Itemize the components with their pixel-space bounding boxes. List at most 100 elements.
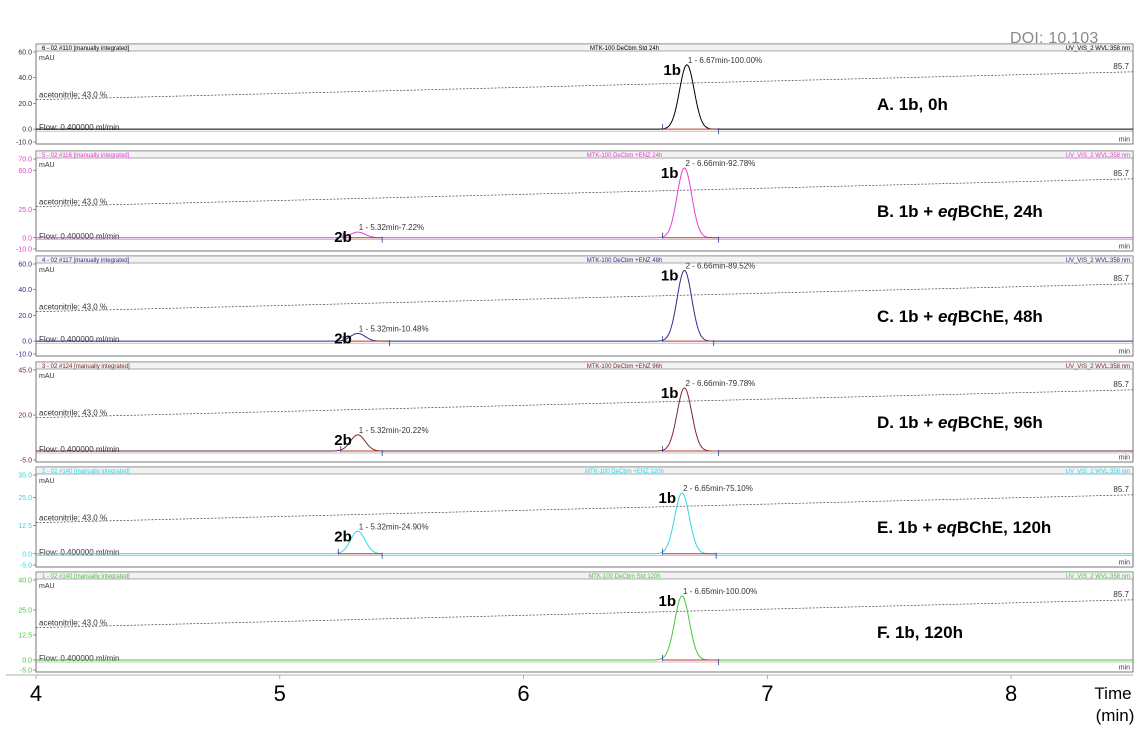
panel-a-header-left: 6 - 02 #110 [manually integrated] (42, 46, 130, 52)
panel-f-gradient-end: 85.7 (1113, 590, 1129, 599)
panel-f-header-center: MTK-100 DeCbm Std 120h (588, 574, 660, 580)
panel-a-ytick-label: 20.0 (18, 101, 32, 108)
panel-b-compound-label: 2b (334, 229, 352, 246)
panel-c-condition-label: C. 1b + eqBChE, 48h (877, 307, 1043, 326)
panel-e-compound-label: 1b (658, 490, 676, 507)
panel-b-condition-enzyme-prefix: eq (938, 202, 958, 221)
panel-b-ytick-label: 25.0 (18, 207, 32, 214)
panel-f-ytick-label: -5.0 (20, 668, 32, 675)
panel-d-gradient-end: 85.7 (1113, 380, 1129, 389)
panel-f-gradient-label: acetonitrile: 43.0 % (39, 619, 107, 628)
x-tick-label: 5 (274, 681, 286, 706)
panel-b-gradient-label: acetonitrile: 43.0 % (39, 198, 107, 207)
panel-e-peak-label: 2 - 6.65min-75.10% (683, 484, 753, 493)
panel-b-unit-label: mAU (39, 162, 55, 169)
panel-e-compound-label: 2b (334, 528, 352, 545)
doi-label: DOI: 10.103 (1010, 30, 1099, 47)
panel-d-gradient-label: acetonitrile: 43.0 % (39, 409, 107, 418)
panel-d-header-center: MTK-100 DeCbm +ENZ 96h (587, 364, 663, 370)
panel-f-compound-label: 1b (658, 593, 676, 610)
panel-b-trace (36, 167, 1133, 239)
panel-e-header-left: 2 - 02 #140 [manually integrated] (42, 469, 130, 475)
panel-f-ytick-label: 0.0 (22, 658, 32, 665)
panel-e-ytick-label: 0.0 (22, 551, 32, 558)
panel-f-ytick-label: 25.0 (18, 608, 32, 615)
panel-a-frame (35, 43, 1134, 145)
panel-c-ytick-label: -10.0 (16, 352, 32, 359)
panel-d-condition-label: D. 1b + eqBChE, 96h (877, 413, 1043, 432)
panel-d-peak-label: 1 - 5.32min-20.22% (359, 426, 429, 435)
panel-a-gradient-label: acetonitrile: 43.0 % (39, 91, 107, 100)
panel-c-condition-enzyme-prefix: eq (938, 307, 958, 326)
x-axis-label-line1: Time (1094, 684, 1131, 703)
panel-c-trace (36, 269, 1133, 342)
panel-e-ytick-label: 12.5 (18, 523, 32, 530)
panel-e-gradient-line (35, 494, 1134, 524)
panel-a-flow-label: Flow: 0.400000 ml/min (39, 123, 119, 132)
panel-a-ytick-label: 60.0 (18, 50, 32, 57)
panel-c-ytick-label: 40.0 (18, 287, 32, 294)
panel-c-compound-label: 1b (661, 267, 679, 284)
x-tick-label: 8 (1005, 681, 1017, 706)
panel-a-header-right: UV_VIS_2 WVL:358 nm (1066, 46, 1130, 52)
panel-b-ytick-label: 70.0 (18, 157, 32, 164)
panel-d-trace (36, 387, 1133, 452)
panel-d-gradient-line (35, 389, 1134, 419)
panel-c-frame (35, 255, 1134, 357)
panel-d-peak-label: 2 - 6.66min-79.78% (685, 379, 755, 388)
panel-b-gradient-end: 85.7 (1113, 169, 1129, 178)
panel-c-ytick-label: 60.0 (18, 262, 32, 269)
panel-b-gradient-line (35, 178, 1134, 208)
panel-e-gradient-end: 85.7 (1113, 485, 1129, 494)
panel-e-frame (35, 466, 1134, 568)
panel-e-min-label: min (1119, 560, 1130, 567)
panel-a-unit-label: mAU (39, 55, 55, 62)
panel-c-peak-label: 1 - 5.32min-10.48% (359, 324, 429, 333)
panel-d-flow-label: Flow: 0.400000 ml/min (39, 445, 119, 454)
panel-a-ytick-label: -10.0 (16, 140, 32, 147)
panel-c-header-center: MTK-100 DeCbm +ENZ 48h (587, 258, 663, 264)
panel-f-unit-label: mAU (39, 583, 55, 590)
panel-d-frame (35, 361, 1134, 463)
panel-e-header-right: UV_VIS_2 WVL:358 nm (1066, 469, 1130, 475)
panel-d-min-label: min (1119, 455, 1130, 462)
panel-c-flow-label: Flow: 0.400000 ml/min (39, 335, 119, 344)
panel-e-flow-label: Flow: 0.400000 ml/min (39, 548, 119, 557)
panel-a-header-center: MTK-100 DeCbm Std 24h (590, 46, 659, 52)
panel-e-unit-label: mAU (39, 478, 55, 485)
panel-d-condition-prefix: D. 1b + (877, 413, 938, 432)
panel-c-compound-label: 2b (334, 330, 352, 347)
panel-b-header-center: MTK-100 DeCbm +ENZ 24h (587, 153, 663, 159)
panel-d-header-left: 3 - 02 #124 [manually integrated] (42, 364, 130, 370)
panel-c-min-label: min (1119, 349, 1130, 356)
panel-f-gradient-line (35, 599, 1134, 629)
panel-d-ytick-label: 45.0 (18, 368, 32, 375)
panel-b-ytick-label: -10.0 (16, 247, 32, 254)
panel-c-gradient-end: 85.7 (1113, 274, 1129, 283)
panel-d-ytick-label: -5.0 (20, 458, 32, 465)
x-tick-label: 6 (517, 681, 529, 706)
x-tick-label: 4 (30, 681, 42, 706)
panel-d-condition-enzyme-prefix: eq (938, 413, 958, 432)
panel-c-gradient-line (35, 283, 1134, 313)
panel-f-ytick-label: 40.0 (18, 578, 32, 585)
panel-a-gradient-end: 85.7 (1113, 62, 1129, 71)
panel-e-ytick-label: 35.0 (18, 473, 32, 480)
panel-d-ytick-label: 20.0 (18, 413, 32, 420)
panel-c-condition-prefix: C. 1b + (877, 307, 938, 326)
panel-d-condition-suffix: BChE, 96h (958, 413, 1043, 432)
panel-a-condition-label: A. 1b, 0h (877, 95, 948, 114)
panel-f-trace (36, 595, 1133, 661)
panel-f-min-label: min (1119, 665, 1130, 672)
panel-a-gradient-line (35, 71, 1134, 101)
panel-f-ytick-label: 12.5 (18, 633, 32, 640)
panel-d-header-right: UV_VIS_2 WVL:358 nm (1066, 364, 1130, 370)
panel-e-ytick-label: 25.0 (18, 495, 32, 502)
panel-f-peak-label: 1 - 6.65min-100.00% (683, 587, 757, 596)
panel-e-condition-suffix: BChE, 120h (957, 518, 1051, 537)
panel-b-frame (35, 150, 1134, 252)
x-axis-label-line2: (min) (1096, 706, 1135, 725)
panel-e-ytick-label: -5.0 (20, 563, 32, 570)
panel-a-ytick-label: 40.0 (18, 75, 32, 82)
panel-b-ytick-label: 60.0 (18, 168, 32, 175)
